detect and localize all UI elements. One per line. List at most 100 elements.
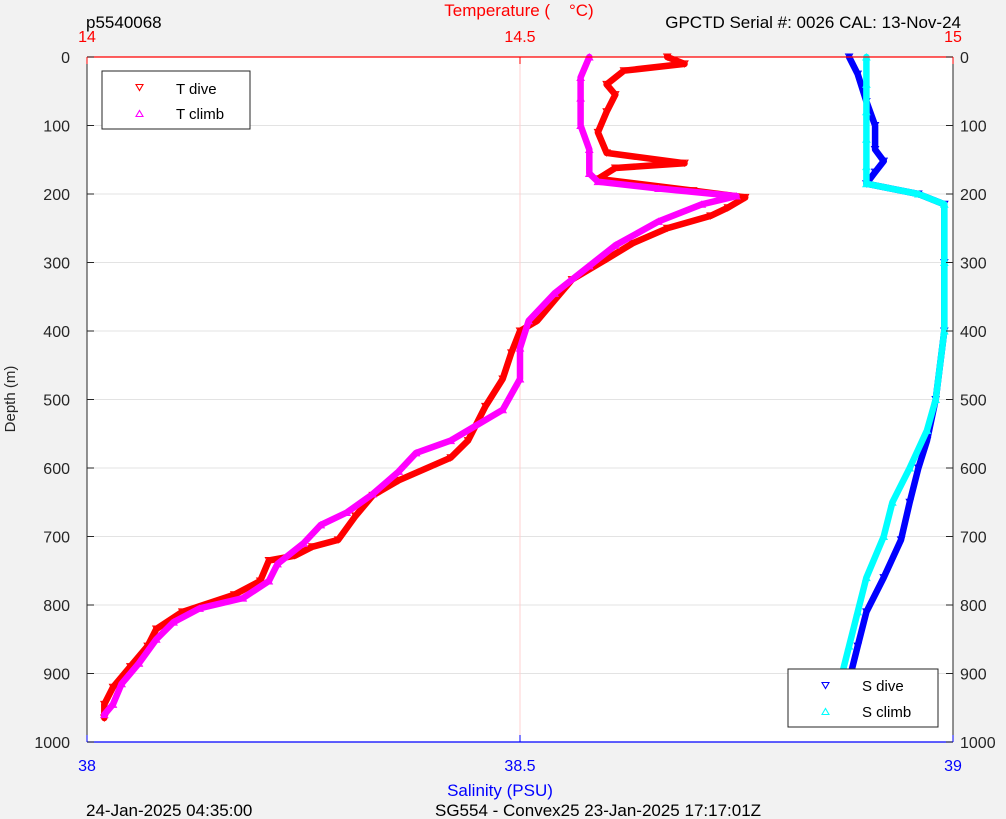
t-dive-point bbox=[610, 91, 620, 99]
t-climb-point bbox=[264, 577, 274, 585]
legend-s-dive-label: S dive bbox=[862, 678, 904, 695]
s-dive-point bbox=[870, 168, 880, 177]
t-dive-point bbox=[333, 536, 343, 544]
t-climb-track bbox=[101, 53, 740, 718]
t-climb-point bbox=[654, 217, 663, 225]
t-dive-point bbox=[177, 608, 187, 616]
footer-center-text: SG554 - Convex25 23-Jan-2025 17:17:01Z bbox=[435, 801, 761, 819]
t-dive-point bbox=[506, 349, 516, 357]
t-dive-point bbox=[602, 80, 611, 89]
legend-s-dive-marker bbox=[821, 681, 830, 690]
t-climb-point bbox=[576, 121, 585, 129]
t-dive-point bbox=[593, 128, 603, 137]
y-tick-label-left: 200 bbox=[43, 187, 70, 204]
y-tick-label-left: 0 bbox=[61, 50, 70, 67]
t-climb-point bbox=[576, 73, 585, 82]
t-dive-point bbox=[394, 476, 404, 485]
y-tick-label-right: 0 bbox=[960, 50, 969, 67]
s-dive-point bbox=[853, 642, 863, 651]
top-tick-label: 15 bbox=[944, 29, 962, 46]
s-dive-point bbox=[879, 574, 889, 582]
salinity-legend-box bbox=[787, 668, 939, 728]
y-tick-label-right: 600 bbox=[960, 461, 987, 478]
s-climb-point bbox=[905, 464, 915, 472]
s-dive-point bbox=[905, 498, 915, 507]
t-climb-point bbox=[368, 490, 378, 498]
t-dive-point bbox=[463, 437, 473, 445]
y-tick-label-left: 400 bbox=[43, 324, 70, 341]
y-tick-label-right: 100 bbox=[960, 119, 987, 136]
t-climb-point bbox=[238, 594, 248, 602]
s-climb-point bbox=[922, 426, 932, 434]
t-dive-point bbox=[602, 149, 611, 157]
y-tick-label-left: 100 bbox=[43, 119, 70, 136]
legend-t-dive-marker bbox=[135, 83, 144, 92]
legend-s-climb-marker bbox=[821, 707, 830, 716]
s-climb-point bbox=[862, 107, 871, 116]
t-climb-point bbox=[316, 520, 326, 529]
t-climb-point bbox=[394, 467, 404, 475]
s-dive-point bbox=[879, 157, 889, 166]
s-dive-point bbox=[862, 608, 871, 616]
y-tick-label-left: 300 bbox=[43, 256, 70, 273]
top-axis-label: Temperature ( °C) bbox=[444, 1, 593, 20]
y-tick-label-left: 900 bbox=[43, 667, 70, 684]
bottom-tick-label: 38 bbox=[78, 758, 96, 775]
s-dive-point bbox=[913, 464, 923, 472]
y-tick-label-right: 700 bbox=[960, 530, 987, 547]
s-climb-point bbox=[888, 498, 897, 506]
t-climb-point bbox=[697, 200, 707, 208]
y-tick-label-left: 500 bbox=[43, 393, 70, 410]
ticks: 0 0 100 100 200 200 300 300 400 400 500 500 600 600 70… bbox=[34, 29, 995, 775]
s-climb-point bbox=[879, 532, 889, 540]
s-dive-point bbox=[870, 145, 880, 154]
t-climb-point bbox=[117, 679, 127, 688]
y-tick-label-left: 700 bbox=[43, 530, 70, 547]
t-climb-point bbox=[342, 508, 352, 517]
legend-s-climb-label: S climb bbox=[862, 704, 911, 721]
s-dive-point bbox=[896, 536, 906, 544]
t-dive-point bbox=[446, 454, 456, 462]
s-climb-point bbox=[853, 607, 863, 616]
y-tick-label-right: 900 bbox=[960, 667, 987, 684]
t-climb-point bbox=[446, 436, 456, 445]
s-climb-point bbox=[844, 642, 854, 650]
bottom-axis-label: Salinity (PSU) bbox=[447, 781, 553, 800]
header-left-text: p5540068 bbox=[86, 13, 162, 32]
t-dive-point bbox=[602, 108, 611, 116]
t-dive-point bbox=[723, 204, 733, 212]
t-climb-point bbox=[584, 169, 594, 177]
s-climb-track bbox=[828, 53, 948, 718]
t-climb-point bbox=[99, 710, 109, 719]
footer-left-text: 24-Jan-2025 04:35:00 bbox=[86, 801, 252, 819]
bottom-tick-label: 39 bbox=[944, 758, 962, 775]
t-dive-point bbox=[740, 193, 750, 202]
t-dive-point bbox=[255, 577, 265, 586]
header-right-text: GPCTD Serial #: 0026 CAL: 13-Nov-24 bbox=[665, 13, 961, 32]
t-dive-point bbox=[264, 556, 274, 565]
t-dive-point bbox=[498, 375, 508, 383]
salinity-legend: S dive S climb bbox=[787, 668, 939, 728]
t-dive-point bbox=[307, 543, 317, 551]
bottom-tick-label: 38.5 bbox=[504, 758, 535, 775]
s-climb-point bbox=[862, 179, 871, 188]
t-dive-point bbox=[662, 224, 672, 233]
t-climb-point bbox=[584, 145, 594, 153]
temperature-legend: T dive T climb bbox=[101, 70, 251, 130]
t-dive-point bbox=[619, 67, 629, 75]
t-climb-point bbox=[610, 241, 620, 249]
t-climb-point bbox=[593, 177, 603, 186]
s-dive-point bbox=[853, 70, 863, 79]
t-climb-point bbox=[732, 192, 741, 200]
y-tick-label-left: 600 bbox=[43, 461, 70, 478]
t-dive-point bbox=[151, 625, 161, 633]
s-climb-point bbox=[939, 200, 949, 208]
t-climb-point bbox=[299, 539, 308, 547]
y-tick-label-right: 800 bbox=[960, 598, 987, 615]
t-dive-point bbox=[480, 402, 490, 411]
grid bbox=[87, 57, 953, 742]
s-dive-point bbox=[870, 122, 880, 130]
s-climb-point bbox=[931, 395, 941, 403]
y-tick-label-left: 800 bbox=[43, 598, 70, 615]
